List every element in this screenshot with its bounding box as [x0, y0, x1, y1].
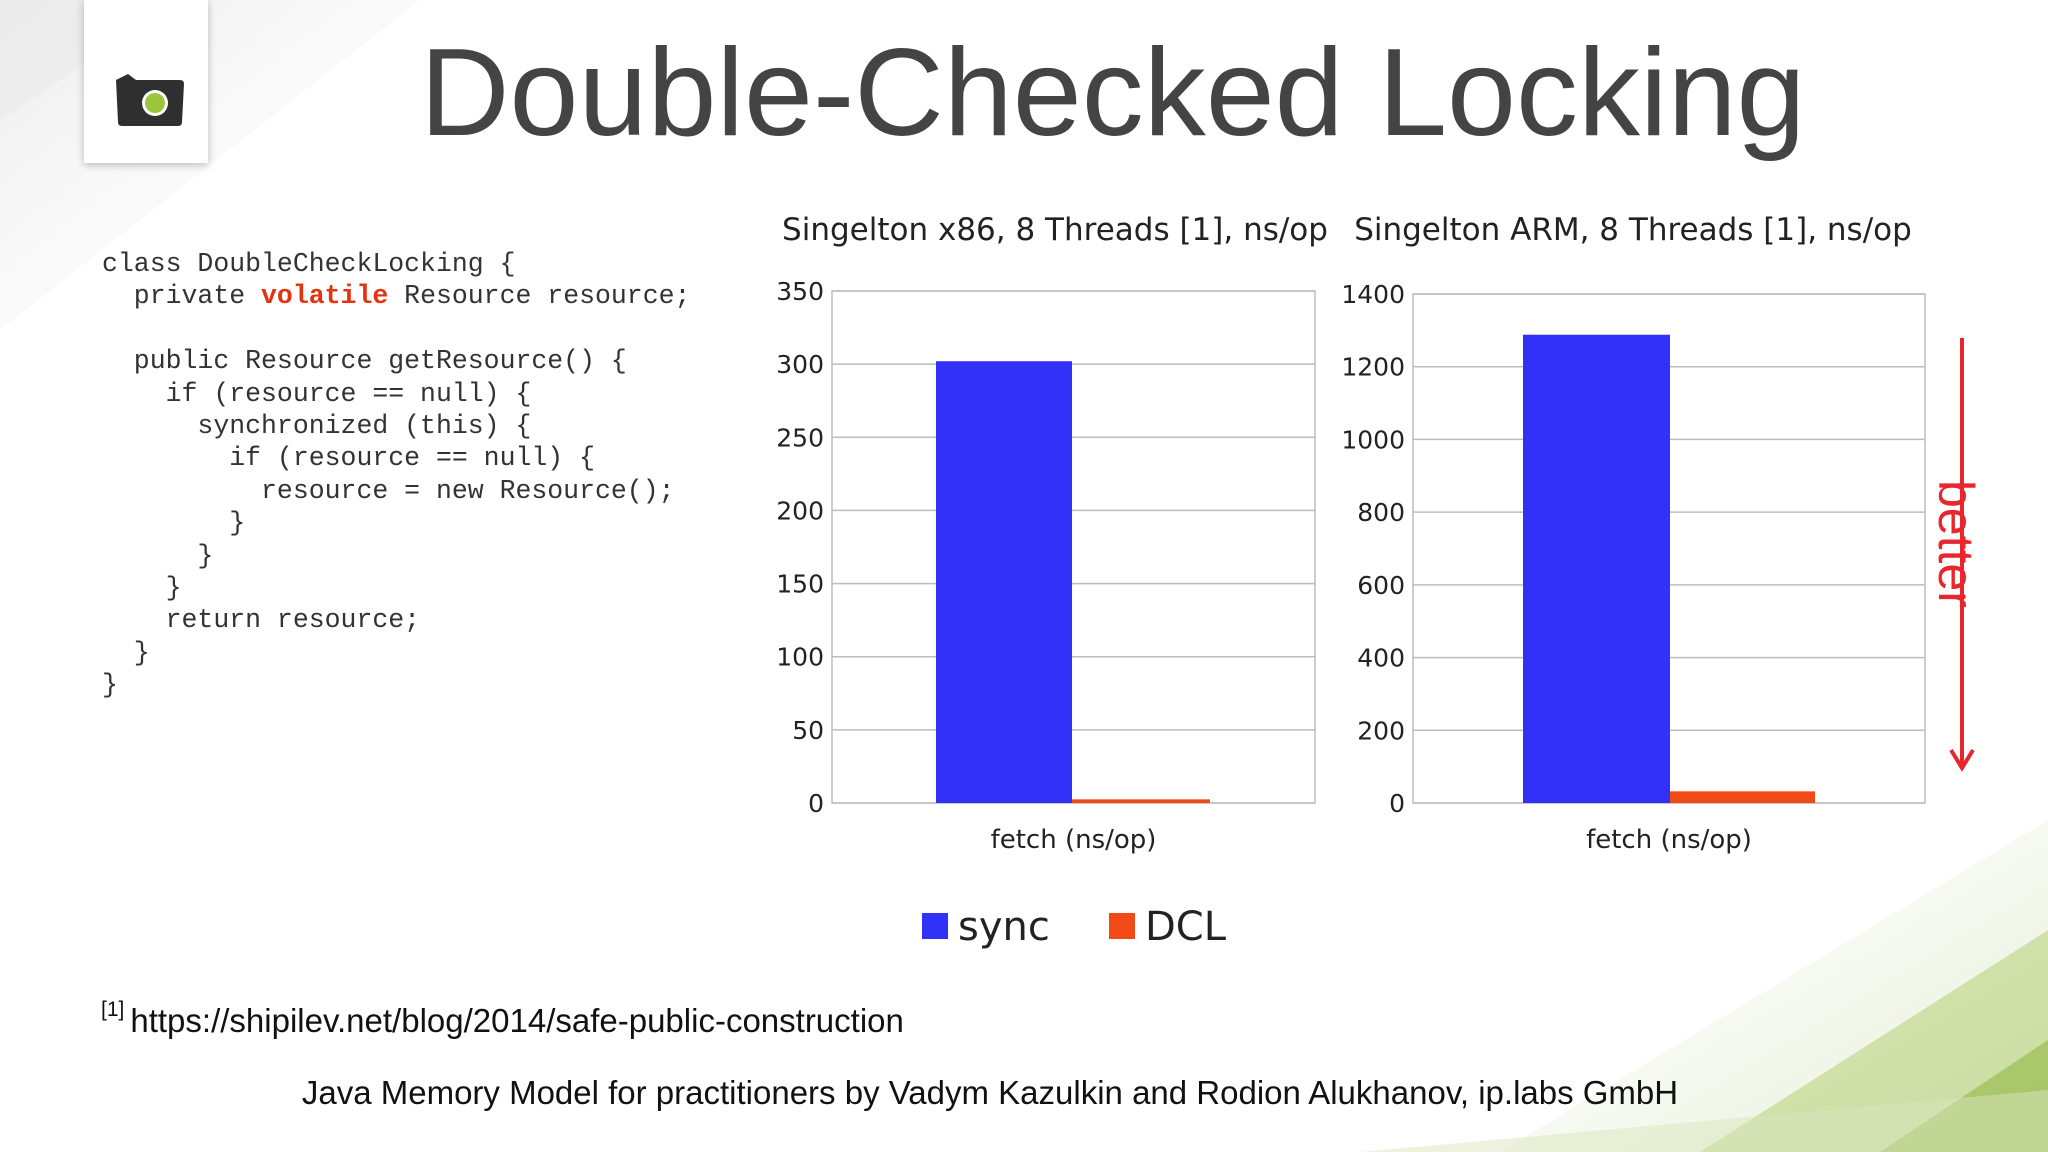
- legend-swatch-sync: [922, 913, 948, 939]
- code-line: private volatile Resource resource;: [102, 281, 691, 312]
- legend-swatch-dcl: [1109, 913, 1135, 939]
- footnote-marker: [1]: [101, 998, 125, 1021]
- code-line: }: [102, 540, 214, 571]
- y-tick-label: 1000: [1341, 425, 1405, 454]
- better-label: better: [1928, 480, 1984, 608]
- code-line: resource = new Resource();: [102, 475, 675, 506]
- legend-label-sync: sync: [958, 904, 1050, 950]
- chart-title: Singelton ARM, 8 Threads [1], ns/op: [1354, 212, 1912, 248]
- bar-dcl: [1670, 791, 1815, 803]
- y-tick-label: 0: [808, 789, 824, 818]
- y-tick-label: 800: [1357, 498, 1405, 527]
- code-line: synchronized (this) {: [102, 411, 532, 442]
- y-tick-label: 0: [1389, 789, 1405, 818]
- bar-dcl: [1072, 799, 1210, 803]
- footnote-link[interactable]: https://shipilev.net/blog/2014/safe-publ…: [130, 1002, 904, 1039]
- y-tick-label: 1200: [1341, 353, 1405, 382]
- code-line: if (resource == null) {: [102, 443, 595, 474]
- chart-title: Singelton x86, 8 Threads [1], ns/op: [782, 212, 1328, 248]
- code-line: }: [102, 508, 246, 539]
- code-line: }: [102, 637, 150, 668]
- code-line: }: [102, 573, 182, 604]
- y-tick-label: 100: [776, 643, 824, 672]
- y-tick-label: 50: [792, 716, 824, 745]
- y-tick-label: 150: [776, 570, 824, 599]
- code-block: class DoubleCheckLocking { private volat…: [102, 248, 690, 702]
- x-category-label: fetch (ns/op): [1586, 825, 1752, 855]
- y-tick-label: 200: [776, 496, 824, 525]
- y-tick-label: 400: [1357, 644, 1405, 673]
- y-tick-label: 250: [776, 423, 824, 452]
- y-tick-label: 200: [1357, 716, 1405, 745]
- plot-area: [831, 290, 1316, 804]
- y-tick-label: 350: [776, 277, 824, 306]
- y-tick-label: 1400: [1341, 280, 1405, 309]
- y-tick-label: 600: [1357, 571, 1405, 600]
- code-line: class DoubleCheckLocking {: [102, 249, 516, 279]
- bar-sync: [1523, 334, 1670, 803]
- logo: [84, 0, 208, 163]
- y-tick-label: 300: [776, 350, 824, 379]
- legend-label-dcl: DCL: [1145, 904, 1227, 950]
- camera-logo-icon: [116, 74, 184, 126]
- bar-sync: [936, 361, 1072, 803]
- slide-footer: Java Memory Model for practitioners by V…: [301, 1074, 1679, 1111]
- slide-title: Double-Checked Locking: [420, 24, 1806, 162]
- code-keyword: volatile: [261, 281, 389, 312]
- code-line: return resource;: [102, 605, 421, 636]
- footnote: [1] https://shipilev.net/blog/2014/safe-p…: [101, 998, 904, 1040]
- arrow-down-icon: [1949, 748, 1975, 772]
- code-line: }: [102, 670, 118, 701]
- code-line: public Resource getResource() {: [102, 346, 627, 377]
- code-line: if (resource == null) {: [102, 378, 532, 409]
- x-category-label: fetch (ns/op): [991, 825, 1157, 855]
